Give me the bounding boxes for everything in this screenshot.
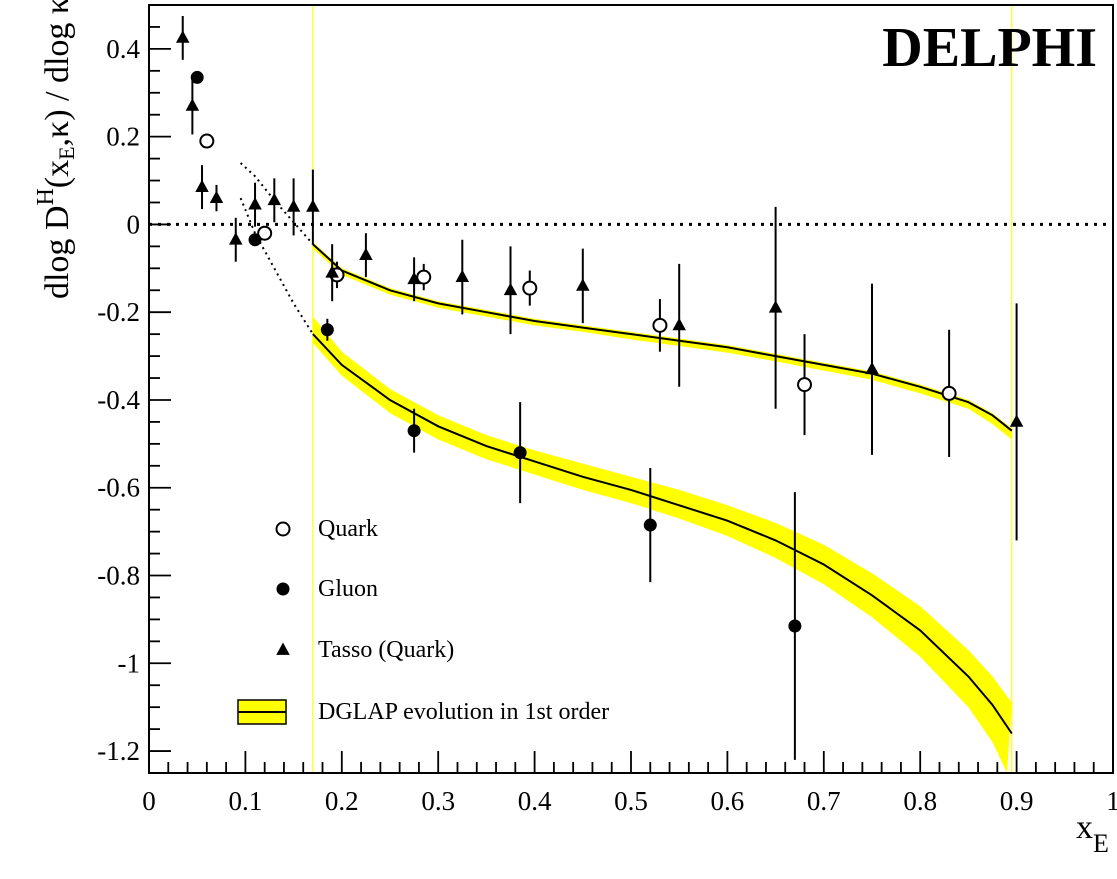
tasso-quark-point (229, 232, 243, 245)
x-tick-label: 1 (1106, 786, 1117, 816)
x-tick-label: 0.7 (807, 786, 841, 816)
y-axis-title-mid1: (x (39, 160, 76, 188)
tasso-quark-point (325, 265, 339, 278)
y-tick-label: 0 (127, 209, 141, 239)
x-tick-label: 0.6 (711, 786, 745, 816)
gluon-point (320, 323, 334, 337)
y-tick-label: -0.6 (97, 473, 140, 503)
x-tick-label: 0.5 (614, 786, 648, 816)
tasso-quark-point (865, 361, 879, 375)
tasso-quark-point (503, 282, 518, 296)
y-tick-label: -1 (118, 648, 141, 678)
tasso-quark-point (267, 192, 282, 206)
y-axis-title-mid2: ,κ) / dlog κ (39, 0, 76, 146)
tasso-quark-point (286, 199, 301, 212)
tasso-quark-point (185, 98, 200, 111)
y-tick-label: 0.2 (106, 122, 140, 152)
quark-point (941, 385, 957, 401)
y-axis-title-pre: dlog D (39, 206, 76, 300)
x-axis-title-sub: E (1093, 829, 1109, 858)
gluon-point (248, 233, 262, 247)
legend-label-dglap-evolution-in-st-order: DGLAP evolution in 1st order (318, 699, 609, 725)
quark-point (652, 317, 668, 333)
dglap-band-quark (312, 242, 1012, 440)
legend-marker-gluon (276, 582, 290, 596)
tasso-quark-point (672, 317, 686, 331)
tasso-quark-point (175, 30, 190, 43)
y-axis-title-sub: E (54, 146, 79, 159)
legend-label-quark: Quark (318, 516, 378, 542)
tasso-quark-point (195, 179, 209, 193)
y-tick-label: -0.4 (97, 385, 140, 415)
y-tick-label: 0.4 (106, 34, 140, 64)
x-tick-label: 0.2 (325, 786, 359, 816)
gluon-point (643, 518, 657, 532)
legend-label-gluon: Gluon (318, 576, 378, 602)
gluon-point (190, 70, 204, 84)
dglap-curve-gluon (312, 333, 1013, 735)
tasso-quark-point (306, 199, 320, 212)
y-tick-label: -1.2 (97, 736, 140, 766)
data-markers (175, 15, 1024, 760)
dotted-lines (149, 162, 1113, 335)
x-axis-title-main: x (1076, 809, 1093, 846)
tasso-quark-point (248, 197, 262, 210)
tasso-quark-point (576, 278, 590, 291)
legend: Quark Gluon Tasso (Quark) DGLAP evolution i… (237, 516, 609, 725)
axes: 0 0.1 0.2 0.3 0.4 0.5 0.6 0.7 0.8 0.9 1 0.4 0.2 0 -0.2… (97, 4, 1117, 816)
dotted-quark-extrapolation (239, 162, 314, 245)
dotted-gluon-extrapolation (239, 197, 314, 335)
y-tick-label: -0.2 (97, 297, 140, 327)
brand-label: DELPHI (882, 17, 1097, 79)
quark-point (416, 269, 432, 285)
gluon-point (513, 446, 527, 460)
quark-point (257, 225, 273, 241)
quark-point (522, 280, 538, 296)
x-tick-label: 0.8 (903, 786, 937, 816)
quark-point (797, 377, 813, 393)
tasso-quark-point (1009, 414, 1024, 427)
y-axis-title: dlog DH(xE,κ) / dlog κ (33, 0, 80, 299)
dglap-curve-quark (312, 243, 1013, 432)
legend-marker-quark (275, 521, 291, 537)
y-axis-title-sup: H (33, 188, 59, 205)
x-tick-label: 0.9 (1000, 786, 1034, 816)
x-tick-label: 0.1 (229, 786, 263, 816)
tasso-quark-point (359, 247, 373, 261)
tasso-quark-point (768, 300, 783, 313)
y-tick-label: -0.8 (97, 561, 140, 591)
tasso-quark-point (209, 190, 224, 203)
tasso-quark-point (455, 269, 470, 282)
quark-point (199, 133, 215, 149)
x-axis-title: xE (1076, 809, 1109, 858)
x-tick-label: 0.4 (518, 786, 552, 816)
gluon-point (788, 619, 802, 633)
dglap-bands (312, 5, 1013, 773)
gluon-point (407, 424, 421, 438)
legend-marker-tasso-quark (276, 642, 290, 655)
x-tick-label: 0 (142, 786, 156, 816)
x-tick-label: 0.3 (421, 786, 455, 816)
tasso-quark-point (407, 271, 421, 285)
legend-label-tasso-quark: Tasso (Quark) (318, 637, 454, 663)
